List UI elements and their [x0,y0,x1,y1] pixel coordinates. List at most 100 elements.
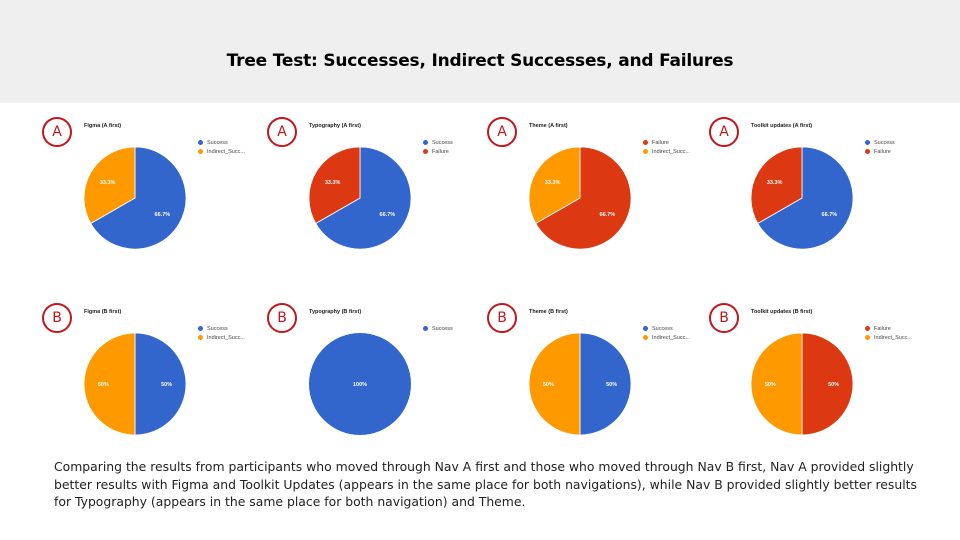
nav-badge-b: B [42,303,72,333]
legend-label: Indirect_Succ... [207,335,245,341]
chart-legend: Success [423,326,453,335]
chart-title-theme-b-first: Theme (B first) [529,309,568,315]
legend-label: Indirect_Succ... [874,335,912,341]
pie-slice-success [90,146,187,250]
legend-swatch [643,326,648,331]
title-banner [0,0,960,103]
pie-chart-theme-a-first: 66.7% 33.3% [528,146,632,250]
pie-chart-theme-b-first: 50% 50% [528,332,632,436]
legend-label: Failure [874,326,891,332]
legend-swatch [643,140,648,145]
pie-slice-failure [308,146,361,224]
chart-legend: Failure Indirect_Succ... [643,140,690,158]
legend-item: Failure [643,140,690,149]
chart-title-figma-b-first: Figma (B first) [84,309,122,315]
chart-title-typography-b-first: Typography (B first) [309,309,362,315]
legend-swatch [865,326,870,331]
legend-label: Success [432,140,453,146]
legend-swatch [865,335,870,340]
legend-item: Indirect_Succ... [198,149,245,158]
pie-data-label: 33.3% [100,180,116,186]
pie-slice-success [757,146,854,250]
legend-label: Indirect_Succ... [207,149,245,155]
pie-chart-typography-b-first: 100% [309,333,411,435]
pie-slice-indirect-succ [83,146,136,224]
page-title: Tree Test: Successes, Indirect Successes… [226,51,734,71]
chart-legend: Failure Indirect_Succ... [865,326,912,344]
pie-data-label: 66.7% [155,212,171,218]
pie-data-label: 100% [353,382,367,388]
legend-label: Success [652,326,673,332]
nav-badge-b: B [709,303,739,333]
pie-data-label: 50% [543,382,554,388]
pie-data-label: 66.7% [600,212,616,218]
pie-slice-indirect-succ [528,332,581,436]
pie-chart-toolkit-updates-b-first: 50% 50% [750,332,854,436]
legend-item: Success [423,326,453,335]
nav-badge-a: A [267,117,297,147]
pie-data-label: 33.3% [325,180,341,186]
pie-slice-indirect-succ [750,332,803,436]
legend-swatch [198,140,203,145]
legend-item: Success [423,140,453,149]
pie-slice-failure [535,146,632,250]
legend-swatch [643,335,648,340]
nav-badge-a: A [42,117,72,147]
legend-swatch [423,326,428,331]
pie-data-label: 50% [828,382,839,388]
legend-label: Failure [652,140,669,146]
legend-swatch [643,149,648,154]
chart-legend: Success Indirect_Succ... [198,140,245,158]
pie-slice-success [309,333,411,435]
legend-item: Success [198,140,245,149]
legend-item: Failure [865,149,895,158]
nav-badge-a: A [487,117,517,147]
pie-slice-failure [801,332,854,436]
legend-swatch [198,149,203,154]
legend-label: Success [432,326,453,332]
legend-item: Success [198,326,245,335]
pie-chart-typography-a-first: 66.7% 33.3% [308,146,412,250]
legend-label: Failure [874,149,891,155]
nav-badge-b: B [267,303,297,333]
pie-slice-success [579,332,632,436]
chart-legend: Success Failure [423,140,453,158]
pie-data-label: 50% [98,382,109,388]
legend-swatch [423,140,428,145]
legend-swatch [423,149,428,154]
legend-swatch [865,140,870,145]
pie-chart-figma-b-first: 50% 50% [83,332,187,436]
chart-legend: Success Indirect_Succ... [198,326,245,344]
chart-title-typography-a-first: Typography (A first) [309,123,361,129]
legend-item: Indirect_Succ... [865,335,912,344]
pie-slice-success [315,146,412,250]
chart-title-toolkit-updates-a-first: Toolkit updates (A first) [751,123,813,129]
legend-label: Success [874,140,895,146]
chart-title-toolkit-updates-b-first: Toolkit updates (B first) [751,309,813,315]
pie-slice-failure [750,146,803,224]
nav-badge-b: B [487,303,517,333]
legend-label: Failure [432,149,449,155]
pie-chart-figma-a-first: 66.7% 33.3% [83,146,187,250]
legend-item: Indirect_Succ... [643,335,690,344]
pie-data-label: 33.3% [767,180,783,186]
pie-data-label: 66.7% [822,212,838,218]
pie-data-label: 66.7% [380,212,396,218]
legend-swatch [198,326,203,331]
pie-data-label: 50% [765,382,776,388]
pie-slice-indirect-succ [528,146,581,224]
pie-data-label: 33.3% [545,180,561,186]
pie-data-label: 50% [161,382,172,388]
legend-label: Success [207,326,228,332]
caption-text: Comparing the results from participants … [54,459,917,509]
legend-swatch [865,149,870,154]
legend-label: Indirect_Succ... [652,335,690,341]
pie-data-label: 50% [606,382,617,388]
legend-label: Indirect_Succ... [652,149,690,155]
legend-item: Success [643,326,690,335]
legend-item: Indirect_Succ... [198,335,245,344]
legend-item: Failure [865,326,912,335]
chart-title-figma-a-first: Figma (A first) [84,123,122,129]
chart-legend: Success Indirect_Succ... [643,326,690,344]
legend-item: Indirect_Succ... [643,149,690,158]
